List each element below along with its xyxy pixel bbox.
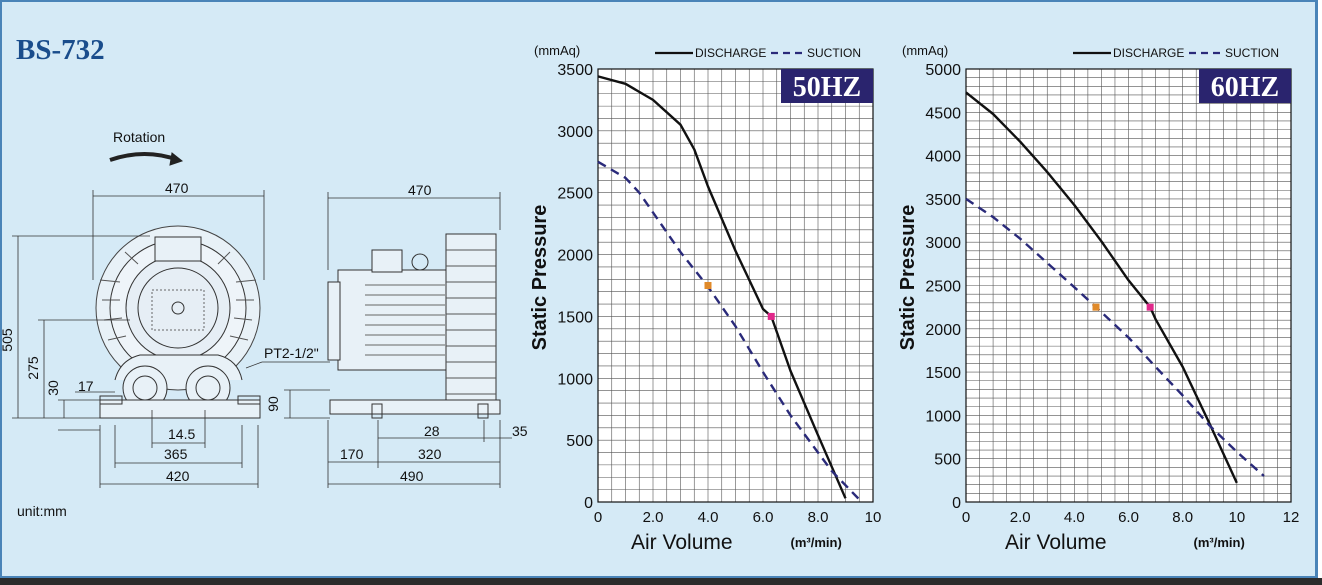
dimension-drawing: Rotation 470 505 275 30 17 PT2-1/2" 14.5… <box>0 129 528 488</box>
legend-suction-label: SUCTION <box>1225 46 1279 60</box>
frequency-badge-label: 60HZ <box>1211 72 1279 103</box>
dim-side-width: 470 <box>408 182 432 198</box>
dim-foot-span: 365 <box>164 446 188 462</box>
y-axis-title: Static Pressure <box>897 205 919 351</box>
y-tick-label: 500 <box>934 452 961 469</box>
rotation-label: Rotation <box>113 129 165 145</box>
series-suction-line <box>965 197 1265 477</box>
x-tick-label: 4.0 <box>1064 509 1085 526</box>
x-tick-label: 0 <box>962 509 970 526</box>
dim-front-height: 505 <box>0 328 15 352</box>
y-tick-label: 1500 <box>557 309 593 326</box>
series-discharge-marker <box>1146 303 1154 311</box>
y-tick-label: 2000 <box>925 322 961 339</box>
y-axis-title: Static Pressure <box>529 205 551 351</box>
x-tick-label: 8.0 <box>808 509 829 526</box>
dim-left-offset: 170 <box>340 446 364 462</box>
series-suction-marker <box>1092 303 1100 311</box>
y-tick-label: 1500 <box>925 365 961 382</box>
x-tick-label: 6.0 <box>753 509 774 526</box>
y-tick-label: 5000 <box>925 62 961 79</box>
legend-discharge-label: DISCHARGE <box>695 46 766 60</box>
legend-suction-label: SUCTION <box>807 46 861 60</box>
pipe-spec: PT2-1/2" <box>264 345 319 361</box>
y-tick-label: 2500 <box>925 279 961 296</box>
x-tick-label: 4.0 <box>698 509 719 526</box>
dim-foot-offset: 35 <box>512 423 528 439</box>
y-tick-label: 4500 <box>925 105 961 122</box>
unit-label: unit:mm <box>17 503 67 519</box>
x-axis-title: Air Volume <box>631 531 733 554</box>
y-tick-label: 3000 <box>557 124 593 141</box>
frequency-badge <box>781 69 873 103</box>
x-unit-label: (m³/min) <box>1194 535 1245 550</box>
series-discharge-line <box>965 91 1238 484</box>
bottom-border <box>0 578 1322 585</box>
y-tick-label: 0 <box>952 495 961 512</box>
dim-foot-inner: 28 <box>424 423 440 439</box>
dim-front-width: 470 <box>165 180 189 196</box>
y-unit-label: (mmAq) <box>534 43 580 58</box>
dim-flange-offset: 17 <box>78 378 94 394</box>
x-tick-label: 6.0 <box>1118 509 1139 526</box>
frequency-badge <box>1199 69 1291 103</box>
y-tick-label: 2500 <box>557 186 593 203</box>
x-tick-label: 10 <box>865 509 882 526</box>
plot-border <box>965 68 1292 503</box>
x-axis-title: Air Volume <box>1005 531 1107 554</box>
model-title: BS-732 <box>16 34 105 66</box>
x-tick-label: 0 <box>594 509 602 526</box>
x-tick-label: 10 <box>1228 509 1245 526</box>
series-suction-line <box>597 160 861 501</box>
y-tick-label: 500 <box>566 433 593 450</box>
side-view <box>327 233 501 419</box>
y-tick-label: 4000 <box>925 149 961 166</box>
x-unit-label: (m³/min) <box>791 535 842 550</box>
rotation-arrow-icon <box>109 152 179 162</box>
chart-50hz: 0 500 1000 1500 2000 2500 3000 3500 0 2.0 4.0 6.0 8.… <box>529 43 882 554</box>
legend-discharge-label: DISCHARGE <box>1113 46 1184 60</box>
dim-port-spacing: 14.5 <box>168 426 195 442</box>
y-tick-label: 3500 <box>557 62 593 79</box>
front-view <box>95 225 261 419</box>
y-tick-label: 0 <box>584 495 593 512</box>
frequency-badge-label: 50HZ <box>793 72 861 103</box>
series-discharge-marker <box>767 312 775 320</box>
x-tick-label: 2.0 <box>1010 509 1031 526</box>
dim-total-length: 490 <box>400 468 424 484</box>
series-discharge-line <box>597 75 847 499</box>
dim-side-foot-span: 320 <box>418 446 442 462</box>
x-tick-label: 2.0 <box>643 509 664 526</box>
dim-base-height: 30 <box>45 380 61 396</box>
x-tick-label: 12 <box>1283 509 1300 526</box>
y-tick-label: 3000 <box>925 235 961 252</box>
dim-base-width: 420 <box>166 468 190 484</box>
y-tick-label: 1000 <box>557 371 593 388</box>
dim-inlet-height: 275 <box>25 356 41 380</box>
dim-side-base-height: 90 <box>265 396 281 412</box>
y-tick-label: 2000 <box>557 248 593 265</box>
series-suction-marker <box>704 282 712 289</box>
y-tick-label: 3500 <box>925 192 961 209</box>
y-tick-label: 1000 <box>925 408 961 425</box>
y-unit-label: (mmAq) <box>902 43 948 58</box>
plot-border <box>597 68 874 503</box>
chart-60hz: 0 500 1000 1500 2000 2500 3000 3500 4000 4500 5000… <box>897 43 1300 554</box>
x-tick-label: 8.0 <box>1172 509 1193 526</box>
